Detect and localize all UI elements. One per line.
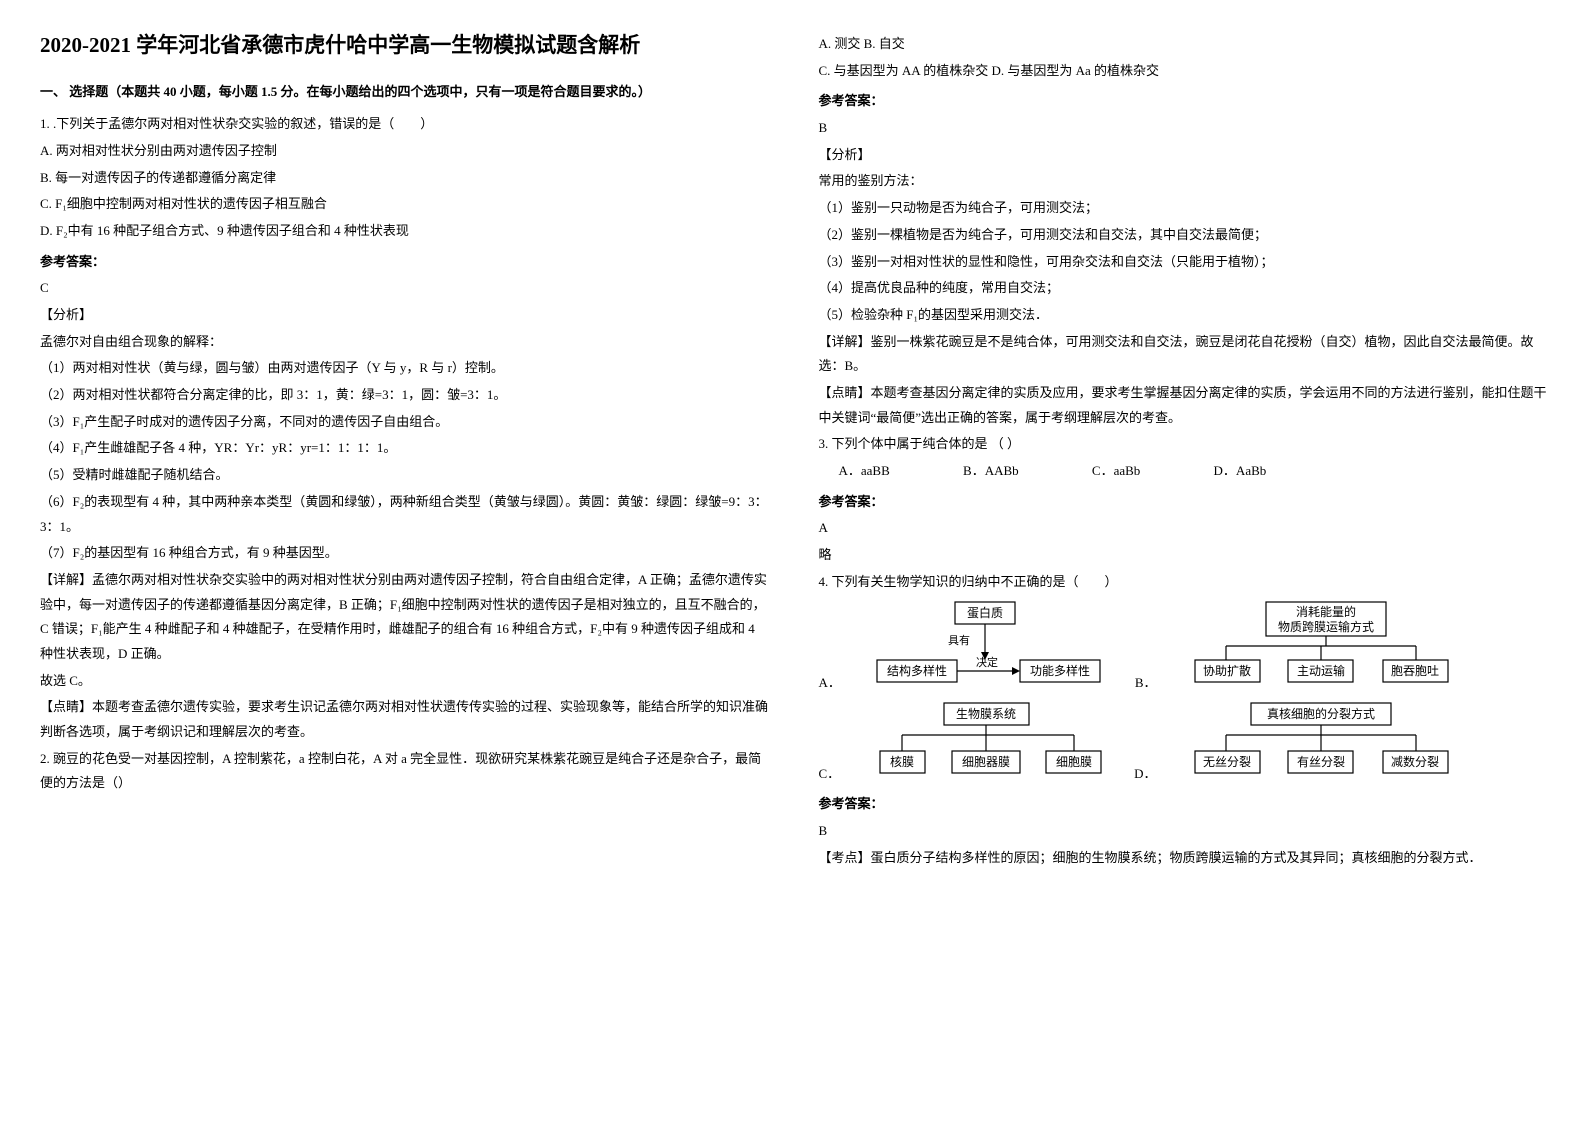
q2-opts-cd: C. 与基因型为 AA 的植株杂交 D. 与基因型为 Aa 的植株杂交 [819,59,1548,84]
svg-text:细胞膜: 细胞膜 [1056,755,1092,769]
q3-opts: A．aaBB B．AABb C．aaBb D．AaBb [819,459,1548,484]
q3-ans: A [819,516,1548,541]
q1-a2: （1）两对相对性状（黄与绿，圆与皱）由两对遗传因子（Y 与 y，R 与 r）控制… [40,356,769,381]
q1-ans-label: 参考答案： [40,250,769,275]
q2-a6: （5）检验杂种 F₁的基因型采用测交法． [819,303,1548,328]
q2-ans-label: 参考答案： [819,89,1548,114]
q4-diag-row-ab: A． 蛋白质 具有 结构多样性 功能多样性 决定 B． 消耗能量的 物质跨膜运输… [819,600,1548,695]
q1-a1: 孟德尔对自由组合现象的解释： [40,330,769,355]
svg-text:减数分裂: 减数分裂 [1391,754,1439,769]
svg-text:具有: 具有 [948,633,970,647]
q1-opt-d: D. F₂中有 16 种配子组合方式、9 种遗传因子组合和 4 种性状表现 [40,219,769,244]
q1-opt-b: B. 每一对遗传因子的传递都遵循分离定律 [40,166,769,191]
q2-ans: B [819,116,1548,141]
q3-skip: 略 [819,543,1548,568]
svg-text:结构多样性: 结构多样性 [887,663,947,678]
q2-detail: 【详解】鉴别一株紫花豌豆是不是纯合体，可用测交法和自交法，豌豆是闭花自花授粉（自… [819,330,1548,379]
q4-stem: 4. 下列有关生物学知识的归纳中不正确的是（ ） [819,570,1548,595]
q1-so: 故选 C。 [40,669,769,694]
svg-text:有丝分裂: 有丝分裂 [1297,755,1345,769]
svg-text:细胞器膜: 细胞器膜 [962,755,1010,769]
q3-ans-label: 参考答案： [819,490,1548,515]
q1-detail: 【详解】孟德尔两对相对性状杂交实验中的两对相对性状分别由两对遗传因子控制，符合自… [40,568,769,667]
svg-text:协助扩散: 协助扩散 [1203,663,1251,678]
q2-opt-b: B. 自交 [864,36,905,51]
q1-analysis-label: 【分析】 [40,303,769,328]
q4-ans: B [819,819,1548,844]
q2-a4: （3）鉴别一对相对性状的显性和隐性，可用杂交法和自交法（只能用于植物）； [819,250,1548,275]
q1-stem: 1. .下列关于孟德尔两对相对性状杂交实验的叙述，错误的是（ ） [40,112,769,137]
q3-opt-d: D．AaBb [1214,459,1267,484]
q4-diagram-d: 真核细胞的分裂方式 无丝分裂 有丝分裂 减数分裂 [1191,701,1451,786]
q3-stem: 3. 下列个体中属于纯合体的是 （ ） [819,432,1548,457]
q1-a6: （5）受精时雌雄配子随机结合。 [40,463,769,488]
svg-text:胞吞胞吐: 胞吞胞吐 [1391,664,1439,678]
q2-opt-c: C. 与基因型为 AA 的植株杂交 [819,63,989,78]
svg-text:决定: 决定 [976,655,998,669]
q3-opt-b: B．AABb [963,459,1019,484]
q1-a7: （6）F₂的表现型有 4 种，其中两种亲本类型（黄圆和绿皱），两种新组合类型（黄… [40,490,769,539]
svg-text:无丝分裂: 无丝分裂 [1203,755,1251,769]
q1-opt-a: A. 两对相对性状分别由两对遗传因子控制 [40,139,769,164]
q1-a5: （4）F₁产生雌雄配子各 4 种，YR：Yr：yR：yr=1：1：1：1。 [40,436,769,461]
q2-stem: 2. 豌豆的花色受一对基因控制，A 控制紫花，a 控制白花，A 对 a 完全显性… [40,747,769,796]
q1-tip: 【点睛】本题考查孟德尔遗传实验，要求考生识记孟德尔两对相对性状遗传传实验的过程、… [40,695,769,744]
q2-opt-a: A. 测交 [819,36,861,51]
svg-text:功能多样性: 功能多样性 [1030,663,1090,678]
svg-text:消耗能量的: 消耗能量的 [1296,604,1356,619]
q1-a4: （3）F₁产生配子时成对的遗传因子分离，不同对的遗传因子自由组合。 [40,410,769,435]
q2-a3: （2）鉴别一棵植物是否为纯合子，可用测交法和自交法，其中自交法最简便； [819,223,1548,248]
q1-a3: （2）两对相对性状都符合分离定律的比，即 3：1，黄：绿=3：1，圆：皱=3：1… [40,383,769,408]
q3-opt-a: A．aaBB [839,459,890,484]
q4-diagram-c: 生物膜系统 核膜 细胞器膜 细胞膜 [874,701,1104,786]
q2-a5: （4）提高优良品种的纯度，常用自交法； [819,276,1548,301]
q4-ans-label: 参考答案： [819,792,1548,817]
q4-diag-row-cd: C． 生物膜系统 核膜 细胞器膜 细胞膜 D． 真核细胞的分裂方式 [819,701,1548,786]
svg-text:物质跨膜运输方式: 物质跨膜运输方式 [1278,619,1374,634]
q4-diagram-a: 蛋白质 具有 结构多样性 功能多样性 决定 [875,600,1105,695]
q2-opts-ab: A. 测交 B. 自交 [819,32,1548,57]
q1-ans: C [40,276,769,301]
section-1-head: 一、 选择题（本题共 40 小题，每小题 1.5 分。在每小题给出的四个选项中，… [40,80,769,105]
q4-kp: 【考点】蛋白质分子结构多样性的原因；细胞的生物膜系统；物质跨膜运输的方式及其异同… [819,846,1548,871]
svg-text:真核细胞的分裂方式: 真核细胞的分裂方式 [1267,706,1375,721]
q2-a2: （1）鉴别一只动物是否为纯合子，可用测交法； [819,196,1548,221]
svg-text:核膜: 核膜 [890,755,914,769]
q4-label-a: A． [819,671,841,696]
doc-title: 2020-2021 学年河北省承德市虎什哈中学高一生物模拟试题含解析 [40,30,769,62]
q2-tip: 【点睛】本题考查基因分离定律的实质及应用，要求考生掌握基因分离定律的实质，学会运… [819,381,1548,430]
q4-label-c: C． [819,762,841,787]
q2-opt-d: D. 与基因型为 Aa 的植株杂交 [991,63,1159,78]
q1-a8: （7）F₂的基因型有 16 种组合方式，有 9 种基因型。 [40,541,769,566]
q3-opt-c: C．aaBb [1092,459,1140,484]
q4-label-d: D． [1134,762,1156,787]
q1-opt-c: C. F₁细胞中控制两对相对性状的遗传因子相互融合 [40,192,769,217]
q2-a1: 常用的鉴别方法： [819,169,1548,194]
svg-text:主动运输: 主动运输 [1297,663,1345,678]
right-column: A. 测交 B. 自交 C. 与基因型为 AA 的植株杂交 D. 与基因型为 A… [819,30,1548,873]
q4-label-b: B． [1135,671,1157,696]
svg-text:生物膜系统: 生物膜系统 [956,707,1016,721]
left-column: 2020-2021 学年河北省承德市虎什哈中学高一生物模拟试题含解析 一、 选择… [40,30,769,873]
q4-diagram-b: 消耗能量的 物质跨膜运输方式 协助扩散 主动运输 胞吞胞吐 [1191,600,1451,695]
svg-text:蛋白质: 蛋白质 [967,605,1003,620]
q2-analysis-label: 【分析】 [819,143,1548,168]
